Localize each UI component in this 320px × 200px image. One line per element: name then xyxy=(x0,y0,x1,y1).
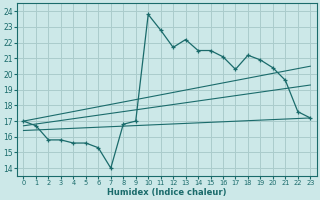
X-axis label: Humidex (Indice chaleur): Humidex (Indice chaleur) xyxy=(107,188,227,197)
